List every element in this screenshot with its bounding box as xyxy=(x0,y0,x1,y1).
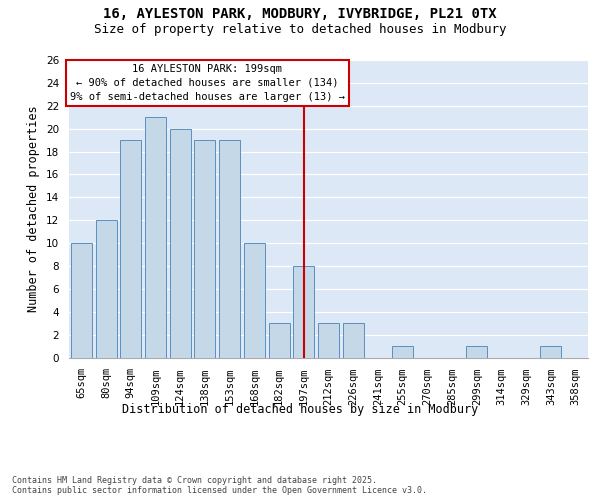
Text: 16, AYLESTON PARK, MODBURY, IVYBRIDGE, PL21 0TX: 16, AYLESTON PARK, MODBURY, IVYBRIDGE, P… xyxy=(103,8,497,22)
Bar xyxy=(219,140,240,358)
Bar xyxy=(170,128,191,358)
Bar xyxy=(120,140,141,358)
Text: Size of property relative to detached houses in Modbury: Size of property relative to detached ho… xyxy=(94,22,506,36)
Text: Distribution of detached houses by size in Modbury: Distribution of detached houses by size … xyxy=(122,402,478,415)
Bar xyxy=(269,323,290,358)
Y-axis label: Number of detached properties: Number of detached properties xyxy=(28,106,40,312)
Bar xyxy=(466,346,487,358)
Bar xyxy=(95,220,116,358)
Bar xyxy=(293,266,314,358)
Bar xyxy=(343,323,364,358)
Text: Contains HM Land Registry data © Crown copyright and database right 2025.
Contai: Contains HM Land Registry data © Crown c… xyxy=(12,476,427,495)
Text: 16 AYLESTON PARK: 199sqm
← 90% of detached houses are smaller (134)
9% of semi-d: 16 AYLESTON PARK: 199sqm ← 90% of detach… xyxy=(70,64,345,102)
Bar xyxy=(244,243,265,358)
Bar xyxy=(318,323,339,358)
Bar xyxy=(145,117,166,358)
Bar xyxy=(194,140,215,358)
Bar xyxy=(541,346,562,358)
Bar xyxy=(392,346,413,358)
Bar xyxy=(71,243,92,358)
